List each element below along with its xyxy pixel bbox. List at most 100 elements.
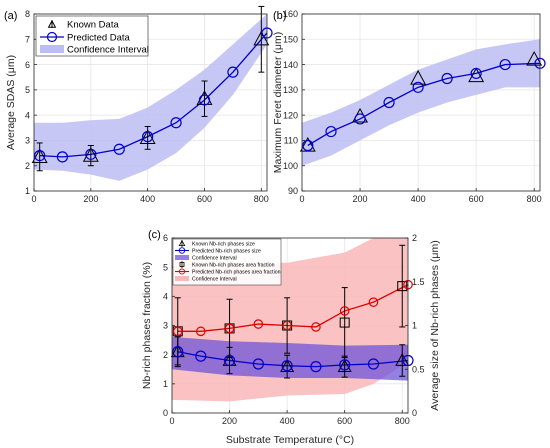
panel-b-predicted-marker	[441, 72, 453, 85]
panel-c-size-known-marker	[395, 352, 410, 366]
panel-b-predicted-marker	[325, 125, 337, 138]
panel-c-legend-item: Confidence Interval	[192, 255, 237, 261]
panel-c-xtick-label: 0	[169, 416, 174, 426]
panel-c-fraction-predicted-marker	[311, 322, 321, 332]
panel-b-xtick-label: 800	[527, 194, 542, 204]
panel-a-ytick-label: 1	[25, 186, 30, 196]
panel-a-ytick-label: 3	[25, 136, 30, 146]
panel-b-frame	[301, 13, 541, 192]
panel-c-ylabel: Nb-rich phases fraction (%)	[141, 262, 153, 389]
panel-c-ytick-right-label: 0.5	[412, 364, 425, 374]
panel-a-xtick-label: 400	[140, 194, 155, 204]
panel-c-xtick-label: 800	[395, 416, 410, 426]
panel-c-fraction-known-marker	[397, 281, 408, 292]
panel-c-ytick-label: 0	[163, 408, 168, 418]
panel-c-label: (c)	[148, 229, 161, 241]
panel-c-size-predicted-marker	[252, 358, 264, 370]
panel-c-xtick-label: 400	[280, 416, 295, 426]
panel-a-known-marker	[196, 90, 213, 105]
panel-a-ylabel: Average SDAS (μm)	[5, 55, 17, 150]
panel-c-legend-swatch	[175, 255, 189, 260]
panel-a-predicted-marker	[198, 94, 211, 106]
panel-b-ylabel: Maximum Feret diameter (μm)	[272, 32, 284, 173]
panel-c-legend-box	[172, 238, 282, 286]
panel-a-ytick-label: 7	[25, 34, 30, 44]
panel-b-predicted-line	[307, 62, 541, 147]
panel-c-legend-square	[179, 262, 185, 267]
panel-b-ytick-label: 140	[283, 60, 298, 70]
panel-b-predicted-marker	[354, 113, 366, 125]
panel-c-legend-item: Predicted Nb-rich phases size	[192, 248, 261, 254]
panel-a-legend-circle	[46, 31, 58, 43]
panel-a-label: (a)	[4, 10, 17, 22]
panel-b-predicted-marker	[412, 81, 424, 93]
panel-b-label: (b)	[273, 10, 286, 22]
panel-b-predicted-marker	[499, 58, 511, 71]
panel-c-legend-item: Predicted Nb-rich phases area fraction	[192, 269, 281, 275]
panel-c-legend-triangle	[178, 239, 186, 247]
panel-b-xtick-label: 200	[353, 194, 368, 204]
panel-a-ytick-label: 2	[25, 161, 30, 171]
panel-a-ytick-label: 8	[25, 9, 30, 19]
panel-c-size-predicted-marker	[195, 350, 207, 362]
panel-a-legend-swatch	[40, 45, 64, 53]
panel-c-ytick-right-label: 1.5	[412, 277, 425, 287]
panel-a-ytick-label: 6	[25, 60, 30, 70]
panel-a-xtick-label: 0	[31, 194, 36, 204]
panel-a-known-marker	[31, 148, 48, 163]
panel-a-predicted-marker	[85, 148, 97, 160]
panel-c-size-predicted-marker	[367, 358, 380, 370]
panel-c-ytick-right-label: 2	[412, 233, 417, 243]
panel-c-fraction-predicted-marker	[253, 319, 264, 329]
panel-c-legend-item: Known Nb-rich phases area fraction	[192, 262, 275, 268]
panel-c-xtick-label: 600	[337, 416, 352, 426]
panel-c-ytick-label: 5	[163, 262, 168, 272]
panel-b-ytick-label: 150	[283, 34, 298, 44]
panel-c-xtick-label: 200	[222, 416, 237, 426]
panel-a-xtick-label: 200	[83, 194, 98, 204]
panel-c-size-predicted-marker	[223, 354, 236, 367]
panel-c-fraction-predicted-marker	[195, 326, 206, 337]
panel-b-predicted-marker	[302, 139, 314, 152]
panel-c-ytick-label: 3	[163, 321, 168, 331]
panel-b-known-marker	[468, 67, 485, 83]
panel-a-known-marker	[253, 30, 270, 46]
panel-c-ytick-right-label: 0	[412, 408, 417, 418]
panel-a-ytick-label: 5	[25, 85, 30, 95]
panel-b-xtick-label: 400	[411, 194, 426, 204]
panel-b-predicted-marker	[470, 67, 482, 80]
panel-a-known-marker	[82, 147, 99, 162]
panel-b-ytick-label: 120	[283, 110, 298, 120]
panel-c-legend-circle	[178, 268, 186, 275]
panel-a-xtick-label: 800	[254, 194, 269, 204]
panel-a-frame	[33, 13, 268, 192]
panel-a-predicted-marker	[142, 131, 154, 143]
panel-c-size-predicted-marker	[172, 346, 184, 358]
panel-c-fraction-predicted-marker	[172, 326, 183, 337]
panel-a-predicted-marker	[34, 150, 46, 162]
panel-c-legend-swatch	[175, 276, 189, 281]
panel-c-xlabel: Substrate Temperature (°C)	[226, 434, 354, 446]
panel-b-known-marker	[410, 69, 427, 85]
panel-c-legend-circle	[178, 247, 186, 254]
panel-c-size-known-marker	[337, 359, 352, 372]
panel-a-predicted-marker	[56, 151, 69, 163]
panel-c-ytick-label: 2	[163, 350, 168, 360]
panel-c-fraction-known-marker	[339, 317, 350, 328]
panel-c-fraction-predicted-marker	[368, 297, 379, 307]
panel-c-ytick-label: 6	[163, 233, 168, 243]
panel-c-size-predicted-marker	[310, 361, 322, 373]
panel-a-ytick-label: 4	[25, 110, 30, 120]
panel-a-legend-item: Known Data	[67, 20, 119, 31]
panel-a-predicted-marker	[227, 66, 239, 78]
panel-b-ytick-label: 110	[284, 136, 298, 146]
panel-b-predicted-marker	[383, 96, 395, 109]
panel-a-axis-lines: 0 200 400 600 800 1 2 3 4 5 6 7 8	[25, 9, 269, 204]
panel-a-legend-item: Predicted Data	[67, 33, 131, 44]
panel-a-confidence-band	[34, 14, 267, 181]
panel-c-fraction-predicted-marker	[282, 320, 292, 331]
panel-b-ytick-label: 90	[288, 186, 298, 196]
panel-a-predicted-marker	[170, 117, 182, 129]
